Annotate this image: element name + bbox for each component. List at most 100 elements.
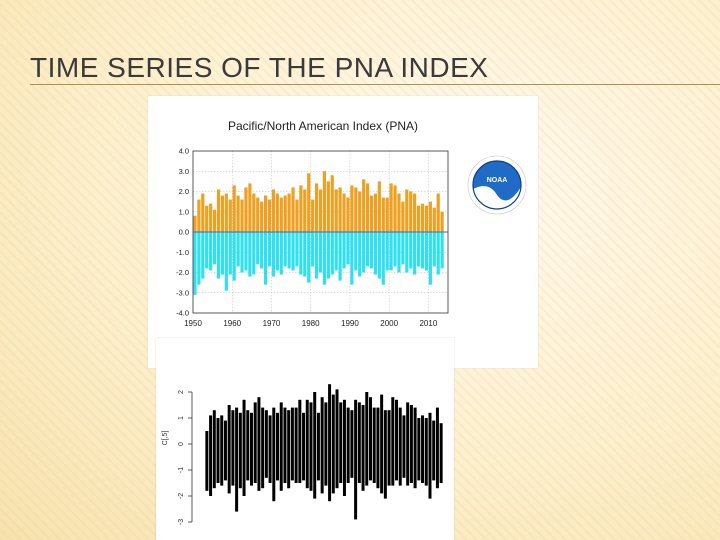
pna-positive-bar <box>409 191 413 232</box>
series-bar <box>387 410 391 486</box>
pna-negative-bar <box>432 232 436 267</box>
series-bar <box>398 407 402 486</box>
pna-negative-bar <box>228 232 232 275</box>
series-bar <box>302 412 306 481</box>
pna-positive-bar <box>436 193 440 232</box>
pna-negative-bar <box>201 232 205 279</box>
pna-positive-bar <box>267 199 272 232</box>
pna-positive-bar <box>240 199 244 232</box>
pna-positive-bar <box>420 203 425 232</box>
pna-positive-bar <box>338 187 342 232</box>
pna-negative-bar <box>260 232 264 269</box>
y-tick-label: 0 <box>178 442 185 446</box>
pna-positive-bar <box>224 193 228 232</box>
series-bar <box>424 418 428 486</box>
chart-title: Pacific/North American Index (PNA) <box>228 119 418 133</box>
pna-negative-bar <box>440 232 444 269</box>
pna-positive-bar <box>385 197 389 232</box>
pna-negative-bar <box>405 232 409 273</box>
plot-y-label: C[,5] <box>162 431 169 446</box>
pna-positive-bar <box>220 195 225 232</box>
series-bar <box>413 407 417 489</box>
pna-positive-bar <box>393 185 397 232</box>
series-bar <box>357 402 361 483</box>
pna-positive-bar <box>216 189 221 232</box>
pna-negative-bar <box>409 232 413 269</box>
series-bar <box>227 405 231 494</box>
pna-positive-bar <box>291 187 295 232</box>
series-bar <box>409 405 413 483</box>
pna-positive-bar <box>252 193 256 232</box>
pna-positive-bar <box>405 189 409 232</box>
series-bar <box>246 410 250 481</box>
pna-negative-bar <box>287 232 291 269</box>
pna-positive-bar <box>236 195 240 232</box>
y-tick-label: -1 <box>178 467 185 473</box>
series-bar <box>402 415 406 478</box>
pna-positive-bar <box>373 193 378 232</box>
pna-positive-bar <box>283 195 287 232</box>
pna-positive-bar <box>365 183 370 232</box>
y-tick-label: -3.0 <box>176 288 189 297</box>
x-tick-label: 1960 <box>223 319 241 328</box>
series-bar <box>249 412 253 486</box>
pna-negative-bar <box>267 232 272 267</box>
y-tick-label: 1.0 <box>179 207 189 216</box>
series-bar <box>324 402 328 486</box>
pna-positive-bar <box>326 181 330 232</box>
y-tick-label: -2 <box>178 493 185 499</box>
series-bar <box>279 402 283 491</box>
pna-chart-panel: Pacific/North American Index (PNA) 4.0 3.… <box>148 96 538 368</box>
y-tick-label: 1 <box>178 416 185 420</box>
pna-negative-bar <box>224 232 228 291</box>
y-tick-label: -4.0 <box>176 309 189 318</box>
pna-positive-bar <box>311 199 315 232</box>
pna-positive-bar <box>279 197 283 232</box>
series-bar <box>220 415 224 486</box>
series-bar <box>261 407 265 489</box>
pna-positive-bar <box>232 185 236 232</box>
pna-positive-bar <box>193 215 197 232</box>
pna-positive-bar <box>401 201 405 232</box>
series-bar <box>287 410 291 489</box>
series-bar <box>335 389 339 489</box>
series-bar <box>294 407 298 483</box>
pna-negative-bar <box>362 232 366 273</box>
pna-negative-bar <box>283 232 287 267</box>
series-bar <box>268 415 272 483</box>
series-bar <box>372 407 376 483</box>
pna-negative-bar <box>209 232 213 271</box>
title-underline <box>30 84 720 85</box>
series-bar <box>272 407 276 502</box>
pna-negative-bar <box>373 232 378 275</box>
pna-negative-bar <box>397 232 401 273</box>
series-bar <box>406 402 410 486</box>
pna-negative-bar <box>275 232 279 271</box>
series-bar <box>383 410 387 499</box>
series-bar <box>209 415 213 496</box>
pna-positive-bar <box>201 193 205 232</box>
pna-negative-bar <box>346 232 350 265</box>
pna-positive-bar <box>318 189 323 232</box>
pna-positive-bar <box>440 211 444 232</box>
pna-positive-bar <box>369 195 374 232</box>
y-tick-label: -2.0 <box>176 268 189 277</box>
pna-negative-bar <box>424 232 429 271</box>
pna-negative-bar <box>389 232 393 271</box>
pna-positive-bar <box>205 205 209 232</box>
pna-negative-bar <box>381 232 385 285</box>
pna-chart: Pacific/North American Index (PNA) 4.0 3.… <box>176 119 527 329</box>
series-bar <box>253 402 257 483</box>
series-bar <box>391 397 395 486</box>
pna-negative-bar <box>314 232 319 279</box>
pna-negative-bar <box>338 232 342 281</box>
chart-bars <box>193 171 444 295</box>
pna-positive-bar <box>350 185 354 232</box>
series-bar <box>376 407 380 489</box>
x-tick-label: 1950 <box>184 319 202 328</box>
series-bar <box>290 407 294 481</box>
pna-positive-bar <box>322 171 327 232</box>
pna-positive-bar <box>432 207 436 232</box>
pna-positive-bar <box>307 173 311 232</box>
